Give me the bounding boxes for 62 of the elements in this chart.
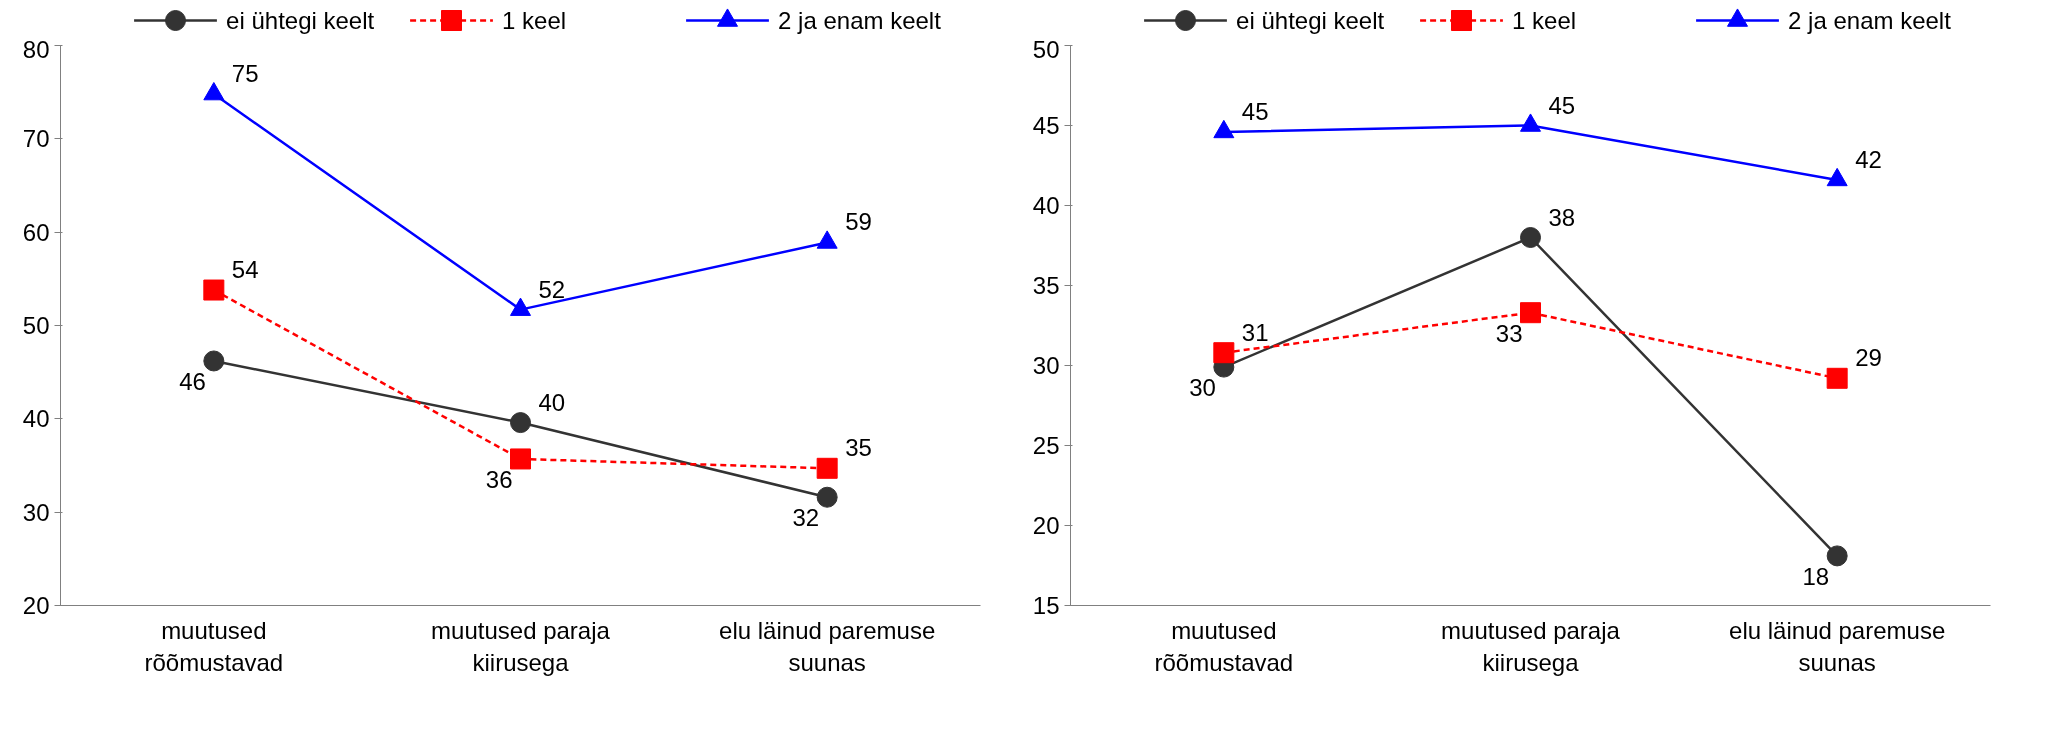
data-label: 35 [845, 434, 872, 462]
data-label: 54 [231, 256, 259, 284]
legend-label: ei ühtegi keelt [226, 7, 375, 34]
data-label: 38 [1548, 203, 1576, 231]
data-label: 33 [1495, 319, 1523, 347]
data-label: 18 [1802, 562, 1830, 590]
point [203, 81, 225, 101]
data-label: 45 [1548, 91, 1576, 119]
point [816, 457, 838, 479]
y-tick-label: 20 [1032, 512, 1060, 539]
y-tick-label: 80 [22, 35, 50, 63]
point [510, 297, 531, 316]
y-tick-label: 70 [22, 125, 50, 153]
point [1520, 227, 1541, 248]
data-label: 75 [231, 60, 259, 88]
data-label: 42 [1855, 145, 1882, 173]
legend-label: 2 ja enam keelt [1788, 7, 1952, 34]
x-tick-label: elu läinud paremuse suunas [719, 616, 936, 676]
point [1826, 167, 1848, 187]
point [816, 486, 838, 508]
y-tick-label: 30 [22, 498, 50, 526]
y-tick-label: 30 [1032, 352, 1060, 379]
data-label: 31 [1241, 318, 1269, 346]
point [203, 279, 225, 301]
point [1520, 302, 1541, 324]
point [1520, 113, 1541, 132]
data-label: 30 [1189, 374, 1216, 402]
point [510, 412, 531, 434]
y-tick-label: 20 [22, 592, 50, 619]
x-tick-label: muutused paraja kiirusega [1441, 616, 1621, 676]
y-tick-label: 40 [1032, 192, 1060, 219]
data-label: 32 [792, 504, 820, 532]
data-label: 36 [485, 465, 513, 493]
y-tick-label: 50 [22, 312, 50, 339]
x-tick-label: muutused rõõmustavad [1154, 616, 1294, 676]
y-tick-label: 35 [1032, 272, 1060, 299]
legend-label: 2 ja enam keelt [778, 7, 942, 34]
x-tick-label: muutused rõõmustavad [144, 616, 284, 676]
point [1826, 367, 1848, 389]
y-tick-label: 15 [1032, 592, 1060, 619]
data-label: 52 [538, 275, 566, 303]
legend-label: 1 keel [502, 7, 567, 34]
data-label: 46 [179, 367, 206, 395]
x-tick-label: elu läinud paremuse suunas [1729, 616, 1946, 676]
y-tick-label: 50 [1032, 35, 1060, 63]
point [203, 350, 225, 372]
y-tick-label: 60 [22, 218, 50, 246]
y-tick-label: 45 [1032, 112, 1060, 139]
point [1826, 545, 1848, 567]
point [1213, 119, 1235, 139]
x-tick-label: muutused paraja kiirusega [431, 616, 611, 676]
data-label: 40 [538, 388, 566, 416]
data-label: 45 [1241, 97, 1269, 125]
data-label: 29 [1855, 344, 1882, 372]
legend-label: ei ühtegi keelt [1236, 7, 1385, 34]
legend-label: 1 keel [1512, 7, 1577, 34]
point [510, 448, 531, 470]
data-label: 59 [845, 208, 872, 236]
y-tick-label: 25 [1032, 432, 1060, 459]
point [816, 230, 838, 249]
y-tick-label: 40 [22, 405, 50, 433]
point [1213, 342, 1235, 364]
